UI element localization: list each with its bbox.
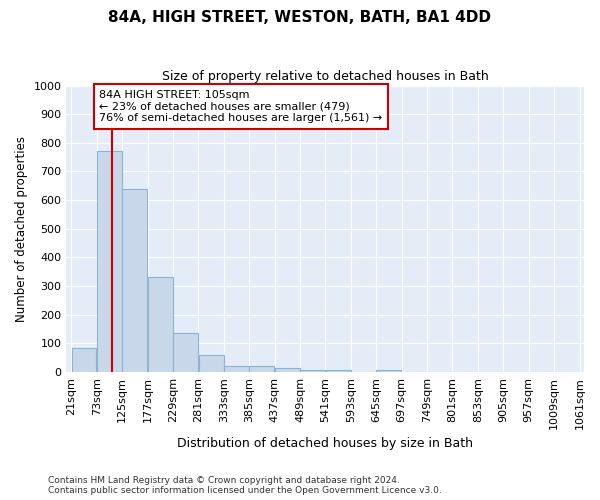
Text: Contains HM Land Registry data © Crown copyright and database right 2024.
Contai: Contains HM Land Registry data © Crown c… [48, 476, 442, 495]
Text: 84A HIGH STREET: 105sqm
← 23% of detached houses are smaller (479)
76% of semi-d: 84A HIGH STREET: 105sqm ← 23% of detache… [99, 90, 382, 123]
Text: 84A, HIGH STREET, WESTON, BATH, BA1 4DD: 84A, HIGH STREET, WESTON, BATH, BA1 4DD [109, 10, 491, 25]
Bar [97, 152, 122, 372]
Y-axis label: Number of detached properties: Number of detached properties [15, 136, 28, 322]
Title: Size of property relative to detached houses in Bath: Size of property relative to detached ho… [162, 70, 489, 83]
Bar [326, 370, 350, 372]
Bar [250, 366, 274, 372]
Bar [224, 366, 249, 372]
Bar [148, 278, 173, 372]
Bar [173, 334, 198, 372]
Bar [300, 370, 325, 372]
Bar [199, 354, 224, 372]
Bar [71, 348, 97, 372]
Bar [122, 188, 147, 372]
Bar [275, 368, 300, 372]
X-axis label: Distribution of detached houses by size in Bath: Distribution of detached houses by size … [178, 437, 473, 450]
Bar [376, 370, 401, 372]
